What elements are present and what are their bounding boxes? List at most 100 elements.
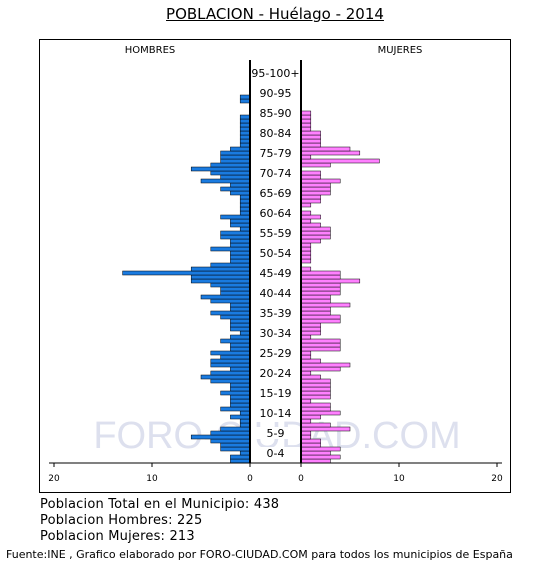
population-pyramid-chart: FORO-CIUDAD.COM HOMBRES MUJERES 20100010… bbox=[48, 45, 503, 484]
men-bar-age-61 bbox=[220, 214, 251, 220]
women-bar-age-41 bbox=[300, 294, 331, 300]
men-bar-age-68 bbox=[220, 186, 251, 192]
women-bar-age-85 bbox=[300, 118, 312, 124]
women-bar-age-70 bbox=[300, 178, 341, 184]
age-group-label: 65-69 bbox=[260, 187, 292, 200]
age-group-label: 40-44 bbox=[260, 287, 292, 300]
women-bar-age-57 bbox=[300, 230, 331, 236]
age-label-bg bbox=[252, 167, 299, 179]
women-bar-age-65 bbox=[300, 198, 321, 204]
women-bar-age-59 bbox=[300, 222, 321, 228]
x-tick-label-right: 10 bbox=[393, 474, 405, 484]
right-header: MUJERES bbox=[378, 45, 423, 56]
women-bar-age-1 bbox=[300, 454, 341, 460]
age-group-label: 10-14 bbox=[260, 407, 292, 420]
men-bar-age-33 bbox=[230, 326, 251, 332]
women-bar-age-2 bbox=[300, 450, 331, 456]
age-label-bg bbox=[252, 287, 299, 299]
women-bar-age-52 bbox=[300, 250, 312, 256]
age-label-bg bbox=[252, 267, 299, 279]
women-bar-age-32 bbox=[300, 330, 321, 336]
men-bar-age-29 bbox=[230, 342, 251, 348]
age-group-label: 25-29 bbox=[260, 347, 292, 360]
men-bar-age-67 bbox=[230, 190, 251, 196]
men-bar-age-85 bbox=[239, 118, 251, 124]
men-bar-age-72 bbox=[210, 170, 251, 176]
men-bar-age-2 bbox=[239, 450, 251, 456]
women-bar-age-37 bbox=[300, 310, 331, 316]
age-group-label: 55-59 bbox=[260, 227, 292, 240]
women-bar-age-44 bbox=[300, 282, 341, 288]
women-bar-age-16 bbox=[300, 394, 331, 400]
men-bar-age-80 bbox=[239, 138, 251, 144]
women-bar-age-10 bbox=[300, 418, 312, 424]
men-bar-age-6 bbox=[190, 434, 251, 440]
women-bar-age-28 bbox=[300, 346, 341, 352]
x-tick-label-left: 20 bbox=[48, 474, 60, 484]
men-bar-age-5 bbox=[210, 438, 251, 444]
age-label-bg bbox=[252, 387, 299, 399]
men-bar-age-14 bbox=[230, 402, 251, 408]
men-bar-age-52 bbox=[230, 250, 251, 256]
men-bar-age-76 bbox=[220, 154, 251, 160]
men-bar-age-18 bbox=[230, 386, 251, 392]
age-label-bg bbox=[252, 187, 299, 199]
men-bar-age-12 bbox=[239, 410, 251, 416]
women-bar-age-30 bbox=[300, 338, 341, 344]
men-bar-age-26 bbox=[220, 354, 251, 360]
age-group-label: 60-64 bbox=[260, 207, 292, 220]
age-group-label: 45-49 bbox=[260, 267, 292, 280]
men-bar-age-8 bbox=[220, 426, 251, 432]
age-group-label: 95-100+ bbox=[251, 67, 299, 80]
age-group-label: 30-34 bbox=[260, 327, 292, 340]
women-bar-age-48 bbox=[300, 266, 312, 272]
men-bar-age-17 bbox=[220, 390, 251, 396]
men-bar-age-41 bbox=[200, 294, 251, 300]
women-bar-age-67 bbox=[300, 190, 331, 196]
women-bar-age-17 bbox=[300, 390, 331, 396]
age-label-bg bbox=[252, 147, 299, 159]
age-group-label: 15-19 bbox=[260, 387, 292, 400]
x-tick-label-left: 0 bbox=[247, 474, 253, 484]
women-bar-age-3 bbox=[300, 446, 341, 452]
men-bar-age-40 bbox=[210, 298, 251, 304]
men-bar-age-54 bbox=[230, 242, 251, 248]
men-bar-age-28 bbox=[230, 346, 251, 352]
men-bar-age-83 bbox=[239, 126, 251, 132]
men-bar-age-82 bbox=[239, 130, 251, 136]
men-bar-age-55 bbox=[230, 238, 251, 244]
age-group-label: 85-90 bbox=[260, 107, 292, 120]
men-bar-age-16 bbox=[230, 394, 251, 400]
men-bar-age-11 bbox=[230, 414, 251, 420]
men-bar-age-25 bbox=[210, 358, 251, 364]
women-bar-age-40 bbox=[300, 298, 331, 304]
men-bar-age-13 bbox=[220, 406, 251, 412]
women-bar-age-46 bbox=[300, 274, 341, 280]
men-bar-age-91 bbox=[239, 94, 251, 100]
men-bar-age-3 bbox=[220, 446, 251, 452]
men-bar-age-24 bbox=[210, 362, 251, 368]
women-bar-age-26 bbox=[300, 354, 312, 360]
women-bar-age-54 bbox=[300, 242, 312, 248]
men-bar-age-15 bbox=[230, 398, 251, 404]
women-bar-age-62 bbox=[300, 210, 312, 216]
women-bar-age-51 bbox=[300, 254, 312, 260]
x-tick-label-right: 20 bbox=[491, 474, 503, 484]
women-bar-age-27 bbox=[300, 350, 312, 356]
age-group-label: 70-74 bbox=[260, 167, 292, 180]
women-bar-age-60 bbox=[300, 218, 312, 224]
men-bar-age-71 bbox=[220, 174, 251, 180]
men-bar-age-56 bbox=[220, 234, 251, 240]
men-bar-age-53 bbox=[210, 246, 251, 252]
men-bar-age-60 bbox=[230, 218, 251, 224]
women-bar-age-13 bbox=[300, 406, 331, 412]
age-label-bg bbox=[252, 367, 299, 379]
women-bar-age-84 bbox=[300, 122, 312, 128]
women-bar-age-58 bbox=[300, 226, 331, 232]
women-bar-age-77 bbox=[300, 150, 361, 156]
men-bar-age-19 bbox=[230, 382, 251, 388]
page-title: POBLACION - Huélago - 2014 bbox=[166, 5, 384, 23]
women-bar-age-64 bbox=[300, 202, 312, 208]
men-bar-age-10 bbox=[239, 418, 251, 424]
total-population: Poblacion Total en el Municipio: 438 bbox=[40, 497, 280, 512]
